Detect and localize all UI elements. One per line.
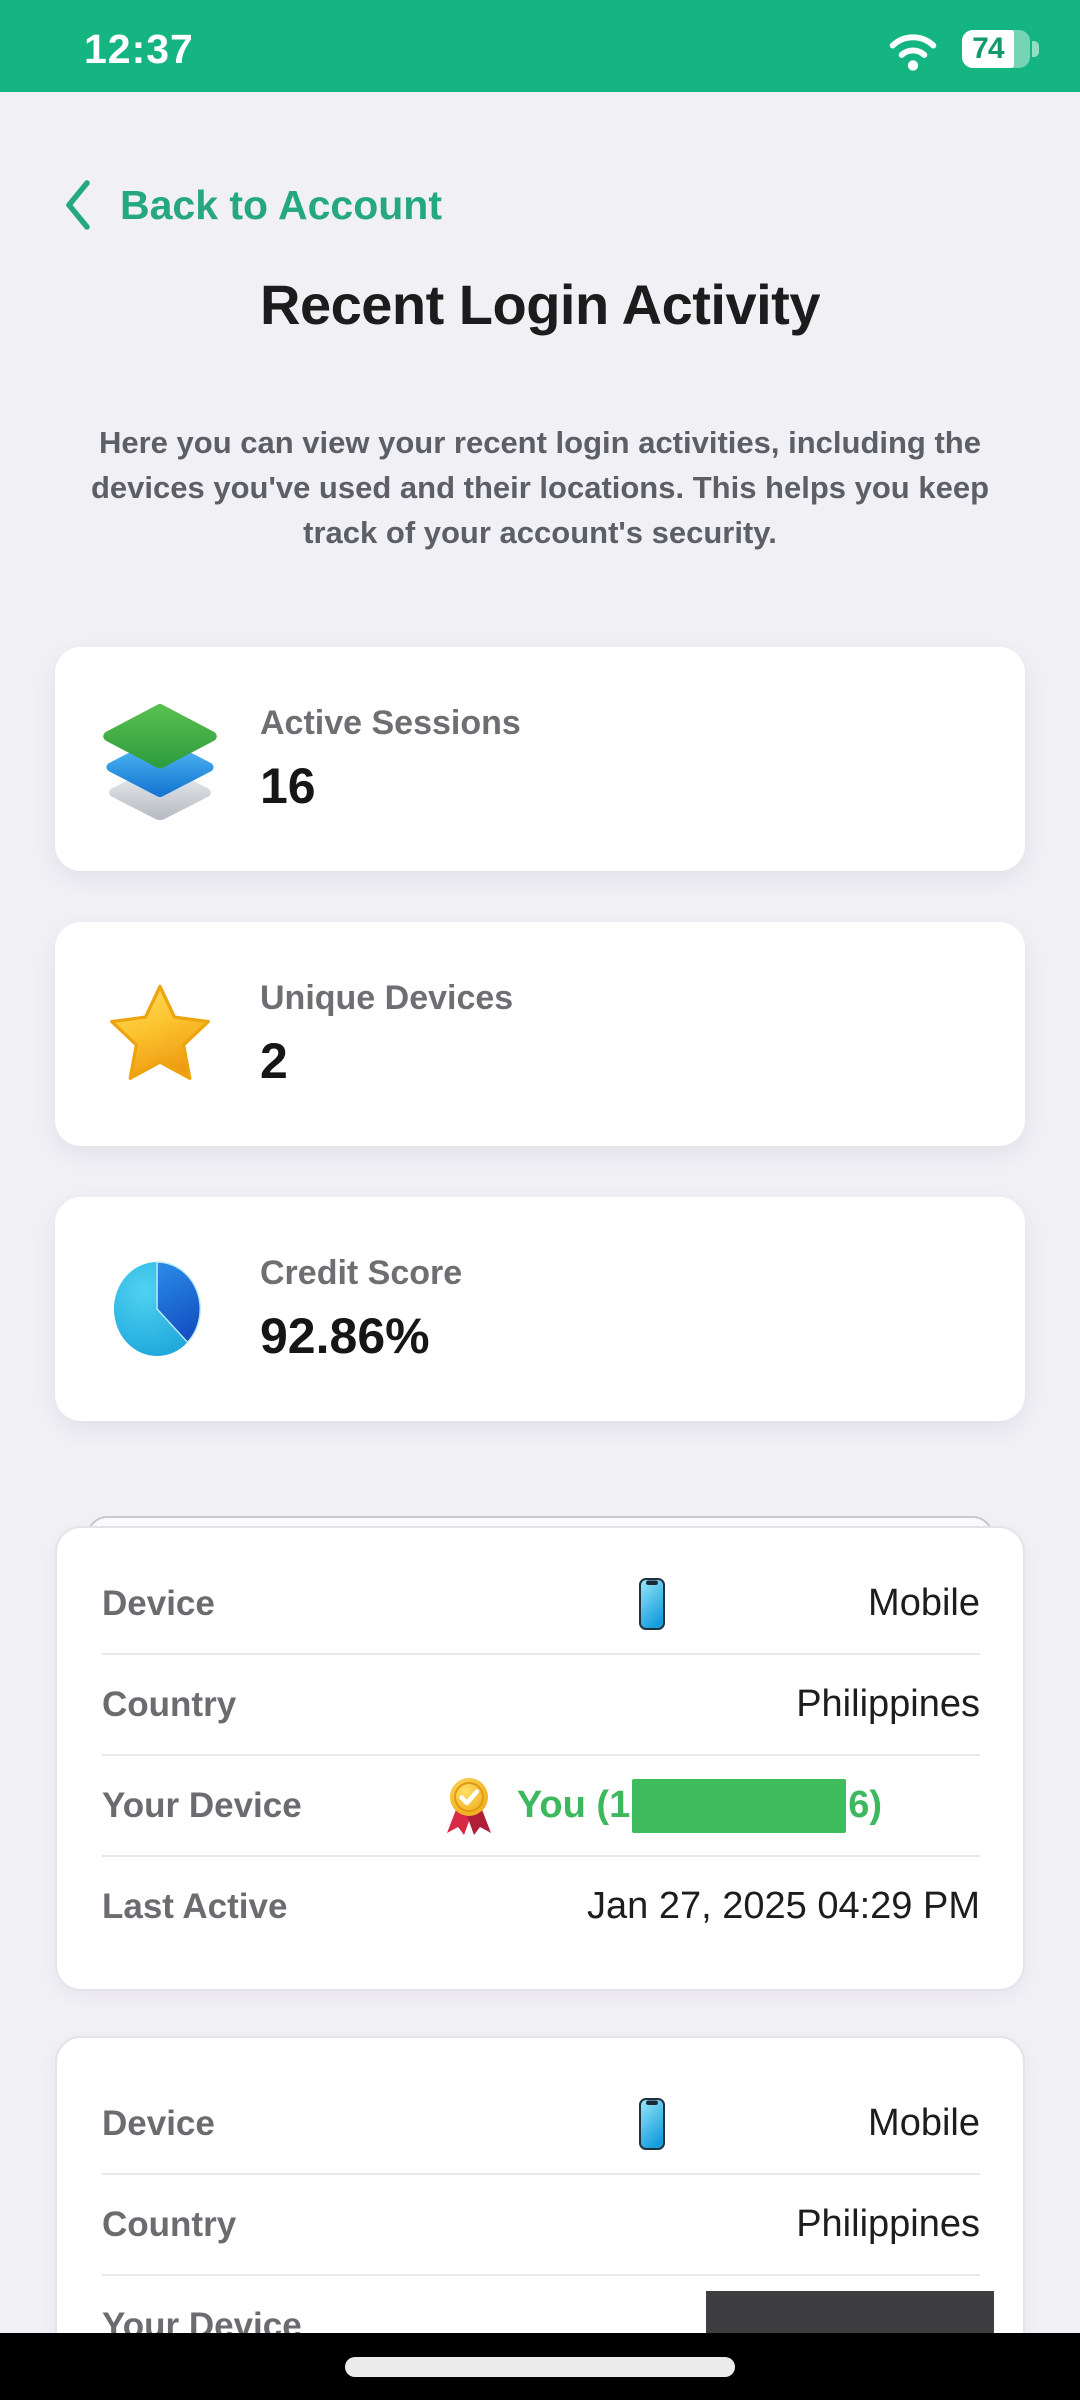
detail-label: Country bbox=[102, 1684, 237, 1724]
detail-value: Mobile bbox=[639, 2097, 980, 2150]
session-card: Device Mobile Country Philippines Your D… bbox=[55, 1516, 1025, 1991]
divider bbox=[102, 2274, 980, 2276]
mobile-phone-icon bbox=[639, 1577, 666, 1630]
last-active-value: Jan 27, 2025 04:29 PM bbox=[587, 1885, 980, 1927]
detail-value: Mobile bbox=[639, 1577, 980, 1630]
stat-value: 2 bbox=[260, 1032, 288, 1089]
stat-label: Credit Score bbox=[260, 1253, 463, 1292]
device-row: Device Mobile bbox=[102, 1554, 980, 1653]
medal-icon bbox=[446, 1777, 491, 1835]
wifi-icon bbox=[889, 34, 937, 71]
stat-label: Active Sessions bbox=[260, 703, 521, 742]
last-active-row: Last Active Jan 27, 2025 04:29 PM bbox=[102, 1857, 980, 1956]
your-device-value: You (1 6) bbox=[445, 1775, 882, 1837]
stat-card-active-sessions: Active Sessions 16 bbox=[55, 647, 1025, 871]
device-value: Mobile bbox=[868, 1582, 980, 1624]
stat-card-unique-devices: Unique Devices 2 bbox=[55, 922, 1025, 1146]
your-device-row: Your Device You (1 6) bbox=[102, 1756, 980, 1855]
stat-value: 16 bbox=[260, 757, 316, 814]
country-row: Country Philippines bbox=[102, 2175, 980, 2274]
status-time: 12:37 bbox=[84, 25, 194, 72]
battery-level: 74 bbox=[972, 32, 1004, 65]
battery-icon: 74 bbox=[962, 30, 1039, 68]
country-value: Philippines bbox=[796, 1683, 980, 1725]
detail-label: Device bbox=[102, 1583, 215, 1623]
home-indicator[interactable] bbox=[345, 2356, 735, 2377]
divider bbox=[102, 1855, 980, 1857]
stat-label: Unique Devices bbox=[260, 978, 514, 1017]
detail-label: Last Active bbox=[102, 1886, 288, 1926]
back-link-label: Back to Account bbox=[120, 181, 442, 228]
star-icon bbox=[100, 964, 220, 1104]
stat-text: Credit Score 92.86% bbox=[260, 1254, 462, 1365]
pie-chart-icon bbox=[100, 1239, 220, 1379]
stat-card-credit-score: Credit Score 92.86% bbox=[55, 1197, 1025, 1421]
stat-text: Active Sessions 16 bbox=[260, 704, 521, 815]
status-icons: 74 bbox=[884, 26, 1039, 72]
detail-label: Country bbox=[102, 2204, 237, 2244]
divider bbox=[102, 1653, 980, 1655]
country-value: Philippines bbox=[796, 2203, 980, 2245]
status-bar: 12:37 74 bbox=[0, 0, 1080, 92]
device-value: Mobile bbox=[868, 2102, 980, 2144]
battery-cap bbox=[1032, 41, 1039, 57]
battery-fill bbox=[962, 30, 1014, 68]
page-description: Here you can view your recent login acti… bbox=[90, 425, 990, 550]
your-device-prefix: You (1 bbox=[516, 1784, 631, 1826]
your-device-suffix: 6) bbox=[848, 1784, 882, 1826]
detail-label: Your Device bbox=[102, 1785, 302, 1825]
back-to-account-link[interactable]: Back to Account bbox=[62, 176, 442, 234]
redaction-block-green bbox=[632, 1778, 847, 1833]
chevron-left-icon bbox=[66, 180, 90, 230]
page-title: Recent Login Activity bbox=[260, 273, 820, 336]
divider bbox=[102, 1754, 980, 1756]
gesture-nav-bar bbox=[0, 2333, 1080, 2400]
device-row: Device Mobile bbox=[102, 2074, 980, 2173]
stat-text: Unique Devices 2 bbox=[260, 979, 513, 1090]
mobile-phone-icon bbox=[639, 2097, 666, 2150]
stat-value: 92.86% bbox=[260, 1307, 430, 1364]
detail-label: Device bbox=[102, 2103, 215, 2143]
layers-icon bbox=[100, 689, 220, 829]
divider bbox=[102, 2173, 980, 2175]
country-row: Country Philippines bbox=[102, 1655, 980, 1754]
